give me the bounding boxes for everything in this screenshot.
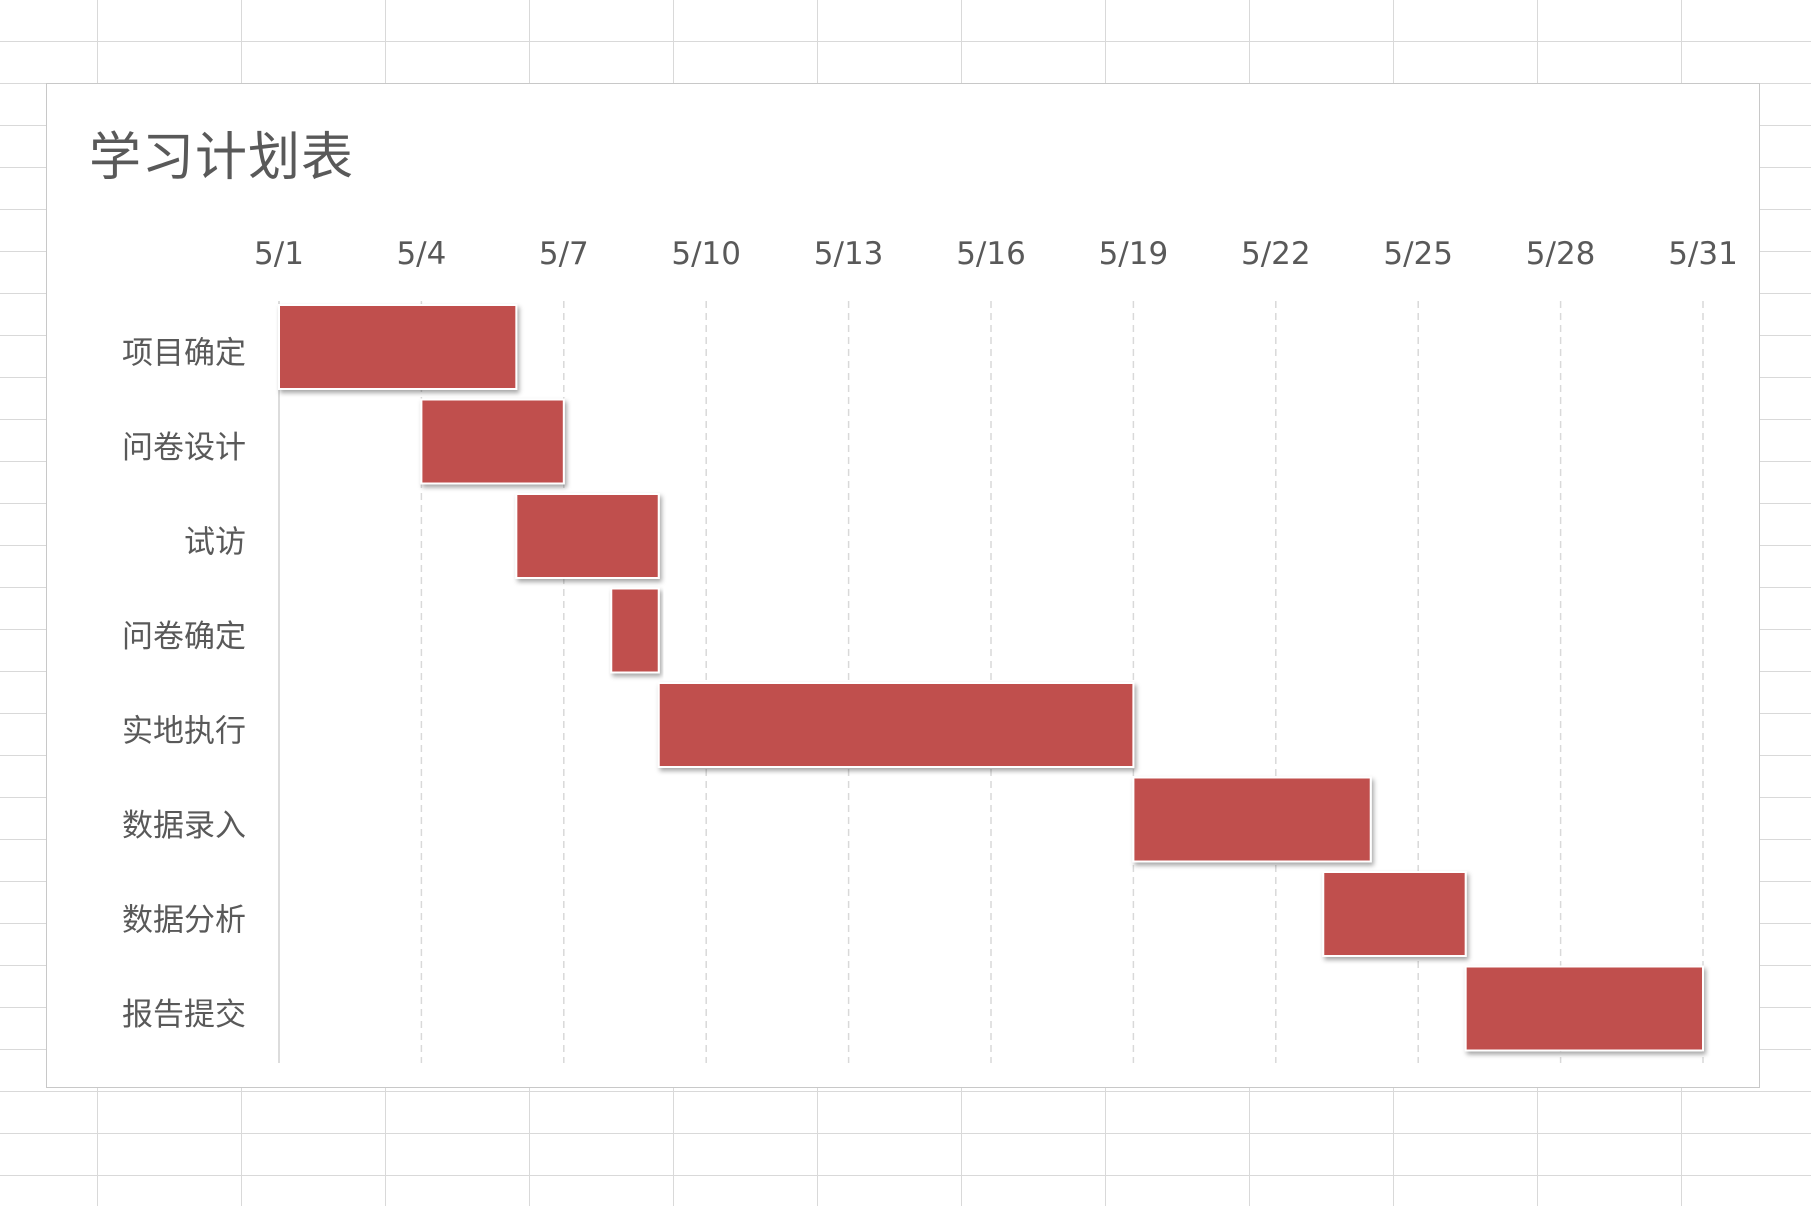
x-tick-label: 5/13: [814, 236, 884, 272]
x-tick-label: 5/19: [1099, 236, 1169, 272]
task-bar: [610, 587, 660, 674]
chart-area: [46, 83, 1760, 1088]
x-tick-label: 5/1: [254, 236, 304, 272]
task-bar: [1464, 965, 1704, 1052]
x-tick-label: 5/31: [1668, 236, 1738, 272]
task-bar: [515, 493, 660, 579]
task-label: 试访: [184, 524, 246, 560]
x-tick-label: 5/4: [396, 236, 446, 272]
task-bar: [278, 304, 518, 390]
chart-title: 学习计划表: [89, 128, 355, 188]
task-bar: [420, 398, 565, 485]
x-tick-label: 5/7: [539, 236, 589, 272]
task-label: 数据录入: [122, 808, 246, 844]
task-label: 项目确定: [122, 335, 246, 371]
x-tick-label: 5/10: [671, 236, 741, 272]
task-label: 报告提交: [122, 997, 246, 1033]
x-tick-label: 5/22: [1241, 236, 1311, 272]
x-tick-label: 5/28: [1526, 236, 1596, 272]
x-tick-label: 5/25: [1383, 236, 1453, 272]
task-bar: [1132, 776, 1372, 863]
task-bar: [1322, 871, 1467, 957]
task-label: 问卷确定: [122, 619, 246, 655]
task-label: 实地执行: [122, 713, 246, 749]
x-tick-label: 5/16: [956, 236, 1026, 272]
task-label: 数据分析: [122, 902, 246, 938]
task-label: 问卷设计: [122, 430, 246, 466]
task-bar: [657, 682, 1135, 768]
